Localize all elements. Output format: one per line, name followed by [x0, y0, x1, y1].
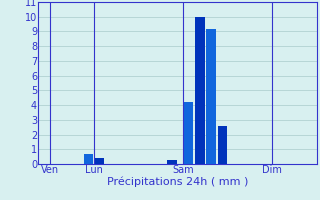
Bar [167, 160, 177, 164]
Bar [195, 17, 204, 164]
Bar [206, 29, 216, 164]
Bar [218, 126, 227, 164]
Bar [84, 154, 93, 164]
Bar [95, 158, 104, 164]
X-axis label: Précipitations 24h ( mm ): Précipitations 24h ( mm ) [107, 177, 248, 187]
Bar [184, 102, 193, 164]
